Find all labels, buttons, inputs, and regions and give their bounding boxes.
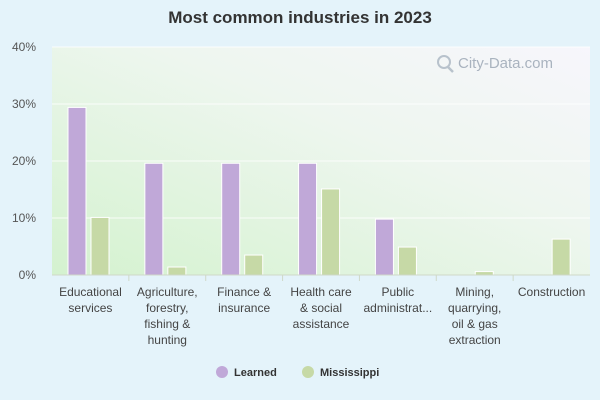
watermark: City-Data.com bbox=[437, 55, 553, 73]
x-tick-label-line: Health care bbox=[290, 285, 352, 299]
x-tick-label-line: Public bbox=[382, 285, 415, 299]
x-tick-label-line: assistance bbox=[293, 317, 350, 331]
y-tick-label: 10% bbox=[12, 211, 36, 225]
x-tick-label: Public administrat... bbox=[364, 285, 433, 315]
x-tick-label-line: services bbox=[68, 301, 112, 315]
legend-swatch bbox=[216, 366, 228, 378]
y-tick-label: 30% bbox=[12, 97, 36, 111]
x-tick-label-line: Mining, bbox=[455, 285, 494, 299]
x-tick-label: Educational services bbox=[59, 285, 122, 315]
legend-label: Mississippi bbox=[320, 367, 379, 379]
bar-learned[interactable] bbox=[67, 106, 87, 276]
x-tick-label: Agriculture, forestry, fishing & hunting bbox=[137, 285, 198, 347]
x-tick-label: Mining, quarrying, oil & gas extraction bbox=[448, 285, 501, 347]
x-tick-label: Construction bbox=[518, 285, 585, 299]
x-tick-label-line: Agriculture, bbox=[137, 285, 198, 299]
magnifier-icon bbox=[437, 55, 451, 69]
legend-swatch bbox=[302, 366, 314, 378]
bar-mississippi[interactable] bbox=[397, 246, 417, 276]
bar-mississippi[interactable] bbox=[474, 271, 494, 276]
chart-title: Most common industries in 2023 bbox=[168, 8, 432, 27]
x-tick-label-line: & social bbox=[300, 301, 342, 315]
bar-mississippi[interactable] bbox=[167, 266, 187, 276]
x-tick-label-line: quarrying, bbox=[448, 301, 501, 315]
x-tick-label: Finance & insurance bbox=[217, 285, 271, 315]
y-tick-label: 40% bbox=[12, 40, 36, 54]
x-tick-label-line: oil & gas bbox=[452, 317, 498, 331]
bar-mississippi[interactable] bbox=[244, 254, 264, 276]
x-tick-label-line: extraction bbox=[449, 333, 501, 347]
bar-mississippi[interactable] bbox=[321, 188, 341, 276]
x-tick-label-line: insurance bbox=[218, 301, 270, 315]
legend-label: Learned bbox=[234, 367, 277, 379]
x-tick-label-line: Construction bbox=[518, 285, 585, 299]
bar-learned[interactable] bbox=[374, 218, 394, 276]
y-tick-label: 20% bbox=[12, 154, 36, 168]
bar-learned[interactable] bbox=[144, 162, 164, 276]
watermark-text: City-Data.com bbox=[458, 55, 553, 72]
bar-learned[interactable] bbox=[298, 162, 318, 276]
x-tick-label-line: hunting bbox=[148, 333, 187, 347]
x-tick-label-line: forestry, bbox=[146, 301, 188, 315]
bar-mississippi[interactable] bbox=[551, 238, 571, 276]
bar-mississippi[interactable] bbox=[90, 216, 110, 276]
x-tick-label-line: fishing & bbox=[144, 317, 190, 331]
bar-learned[interactable] bbox=[221, 162, 241, 276]
x-tick-label-line: Finance & bbox=[217, 285, 271, 299]
y-tick-label: 0% bbox=[19, 268, 37, 282]
legend: Learned Mississippi bbox=[216, 366, 379, 379]
x-tick-label-line: administrat... bbox=[364, 301, 433, 315]
x-tick-label-line: Educational bbox=[59, 285, 122, 299]
x-tick-label: Health care & social assistance bbox=[290, 285, 352, 331]
